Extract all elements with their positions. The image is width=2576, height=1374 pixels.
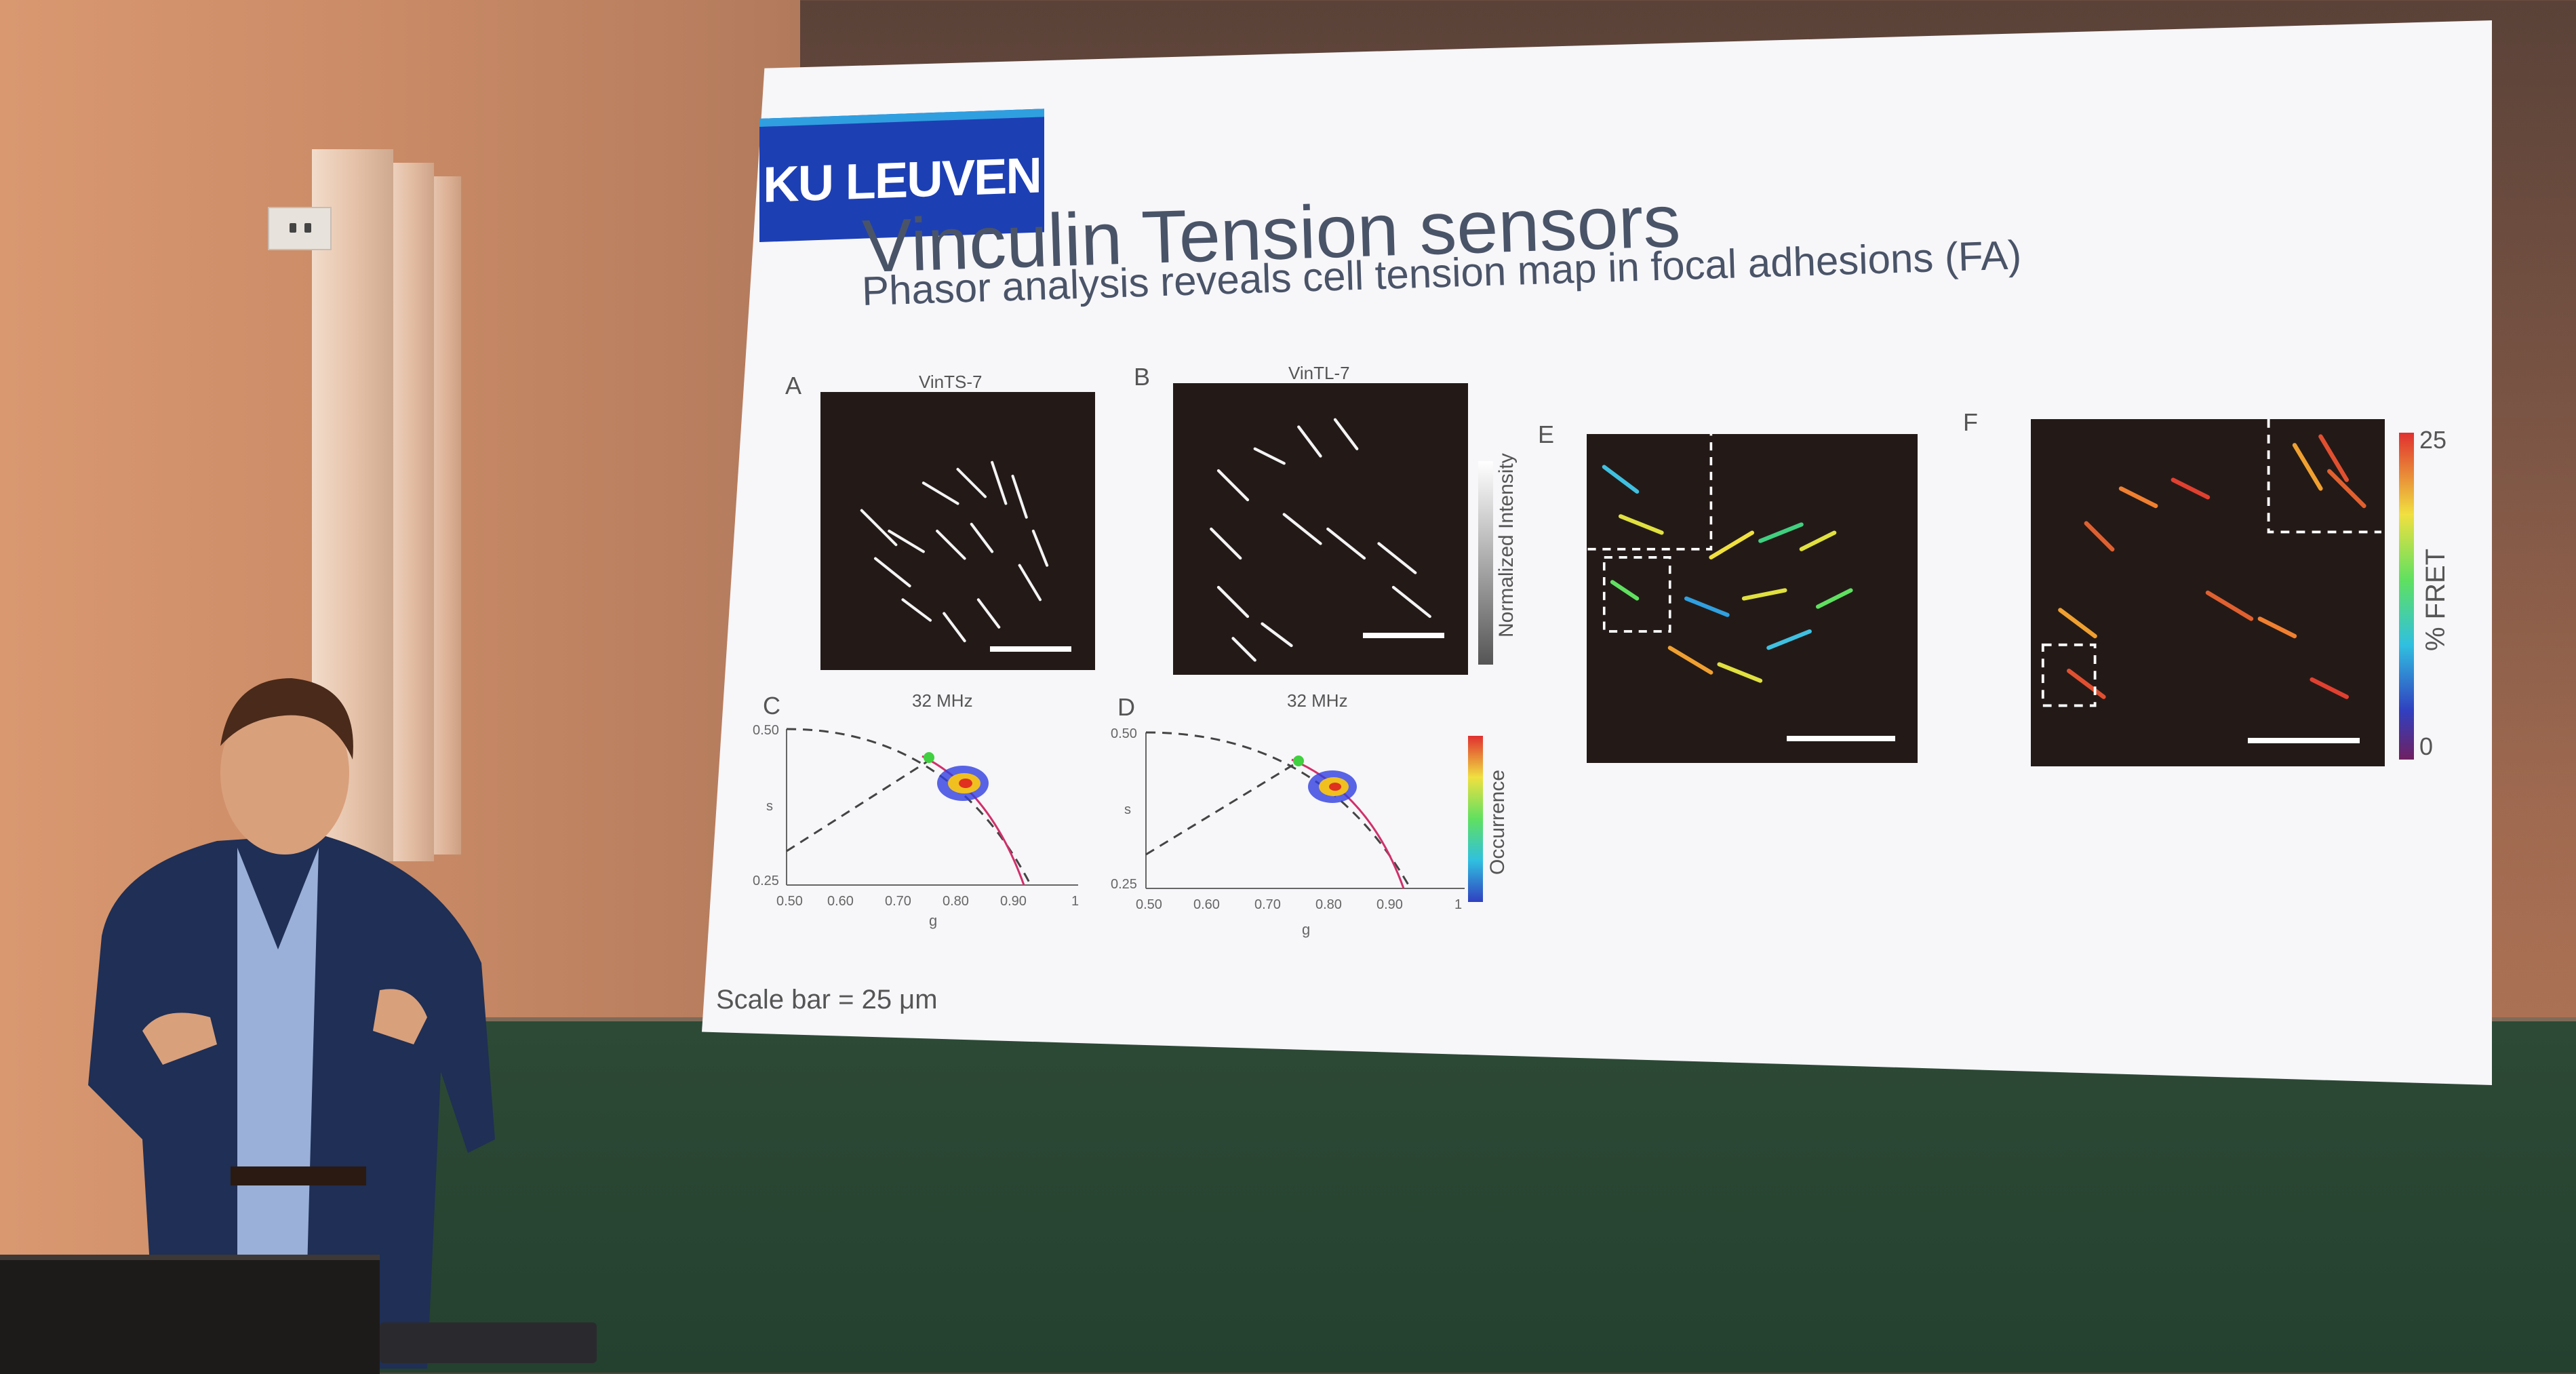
axis-tick: 0.25 <box>1111 877 1137 892</box>
occurrence-colorbar-label: Occurrence <box>1486 769 1509 875</box>
intensity-colorbar <box>1478 461 1493 665</box>
scale-bar <box>2248 738 2360 743</box>
scale-bar <box>1363 633 1444 638</box>
panel-letter-e: E <box>1538 420 1555 448</box>
fret-map-f <box>2031 419 2385 766</box>
axis-tick: 0.70 <box>1254 897 1281 912</box>
panel-letter-f: F <box>1963 408 1978 436</box>
books-on-table <box>380 1322 597 1363</box>
axis-tick: 0.50 <box>776 894 803 909</box>
axis-tick: 0.80 <box>943 894 969 909</box>
axis-tick: 0.50 <box>1111 726 1137 741</box>
y-axis-label: s <box>1124 802 1131 817</box>
axis-tick: 0.80 <box>1315 897 1342 912</box>
fret-colorbar-label: % FRET <box>2421 548 2451 651</box>
microscopy-image-a <box>820 392 1095 670</box>
axis-tick: 1 <box>1454 897 1462 912</box>
axis-tick: 0.60 <box>1193 897 1220 912</box>
panel-letter-c: C <box>763 692 780 720</box>
scale-bar <box>990 646 1071 652</box>
scale-bar <box>1787 736 1895 741</box>
fret-colorbar-min: 0 <box>2419 732 2434 760</box>
phasor-plot-d: 0.50 0.25 s 0.50 0.60 0.70 0.80 0.90 1 g <box>1111 726 1465 938</box>
fret-colorbar-max: 25 <box>2419 426 2447 454</box>
panel-letter-b: B <box>1134 363 1151 391</box>
wall-pillar <box>393 163 434 861</box>
fret-map-e <box>1587 434 1918 763</box>
intensity-colorbar-label: Normalized Intensity <box>1495 453 1518 637</box>
axis-tick: 0.90 <box>1376 897 1403 912</box>
microscopy-image-b <box>1173 383 1468 675</box>
panel-caption-b: VinTL-7 <box>1288 363 1350 383</box>
podium <box>0 1255 380 1374</box>
fret-colorbar <box>2399 433 2414 760</box>
panel-letter-d: D <box>1117 693 1135 721</box>
axis-tick: 0.25 <box>753 874 779 888</box>
axis-tick: 0.50 <box>1136 897 1162 912</box>
power-outlet <box>268 207 332 250</box>
x-axis-label: g <box>1302 921 1310 938</box>
scale-bar-note: Scale bar = 25 μm <box>716 985 938 1015</box>
presenter <box>88 678 495 1369</box>
axis-tick: 0.50 <box>753 723 779 738</box>
panel-caption-a: VinTS-7 <box>919 372 983 392</box>
panel-letter-a: A <box>785 372 802 399</box>
axis-tick: 0.60 <box>827 894 854 909</box>
panel-caption-d: 32 MHz <box>1287 690 1348 711</box>
axis-tick: 0.90 <box>1000 894 1027 909</box>
y-axis-label: s <box>766 799 773 814</box>
occurrence-colorbar <box>1468 736 1483 902</box>
wall-pillar <box>434 176 461 855</box>
x-axis-label: g <box>929 912 937 929</box>
panel-caption-c: 32 MHz <box>912 690 973 711</box>
axis-tick: 1 <box>1071 894 1079 909</box>
phasor-plot-c: 0.50 0.25 s 0.50 0.60 0.70 0.80 0.90 1 g <box>753 723 1079 929</box>
axis-tick: 0.70 <box>885 894 911 909</box>
